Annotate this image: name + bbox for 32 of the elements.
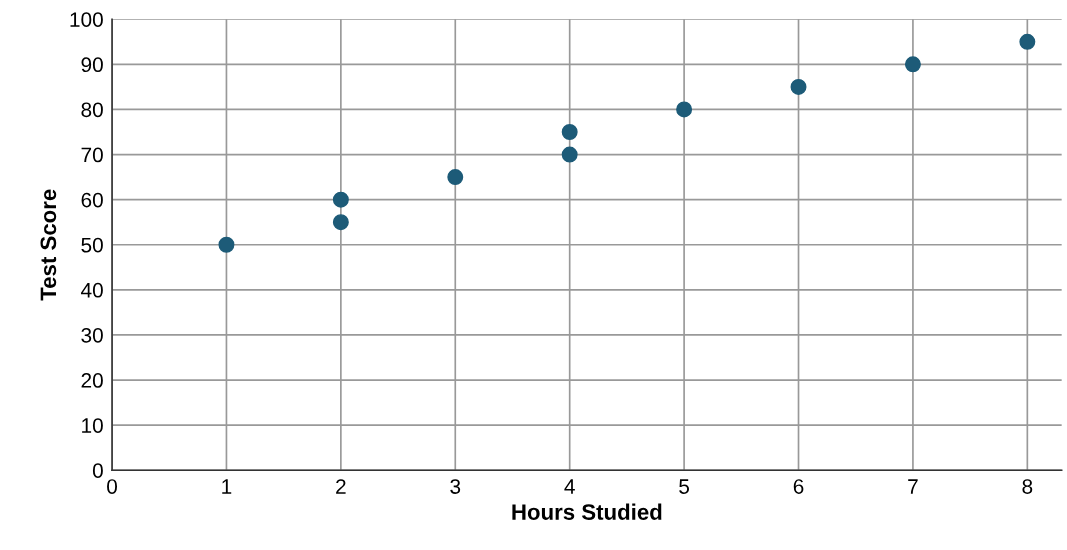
point <box>561 146 578 163</box>
point <box>561 124 578 140</box>
y-tick-label: 50 <box>81 237 103 253</box>
point <box>332 214 349 231</box>
x-tick-label: 3 <box>450 479 461 494</box>
y-tick-label: 20 <box>81 373 103 388</box>
point <box>676 101 693 118</box>
y-tick-label: 10 <box>82 418 103 433</box>
y-tick-label: 0 <box>92 463 103 478</box>
y-tick-label: 40 <box>81 282 103 298</box>
point <box>904 56 921 73</box>
point <box>332 191 349 208</box>
x-tick-label: 5 <box>679 479 690 494</box>
y-tick-label: 90 <box>81 57 103 73</box>
point <box>790 78 807 95</box>
x-tick-label: 1 <box>222 479 232 494</box>
x-axis-title: Hours Studied <box>512 503 662 520</box>
x-tick-label: 2 <box>336 479 346 494</box>
x-tick-label: 8 <box>1022 479 1033 494</box>
y-tick-label: 100 <box>70 12 103 27</box>
point <box>218 236 235 253</box>
x-tick-label: 6 <box>793 479 804 494</box>
y-tick-label: 80 <box>81 102 103 118</box>
x-tick-label: 0 <box>107 479 118 494</box>
point <box>1019 33 1036 50</box>
x-tick-label: 4 <box>564 479 575 494</box>
x-tick-label: 7 <box>908 479 918 494</box>
point <box>447 169 464 186</box>
y-tick-label: 60 <box>81 192 103 208</box>
y-axis-title: Test Score <box>40 189 57 301</box>
y-tick-label: 30 <box>81 327 103 343</box>
y-tick-label: 70 <box>81 147 103 163</box>
